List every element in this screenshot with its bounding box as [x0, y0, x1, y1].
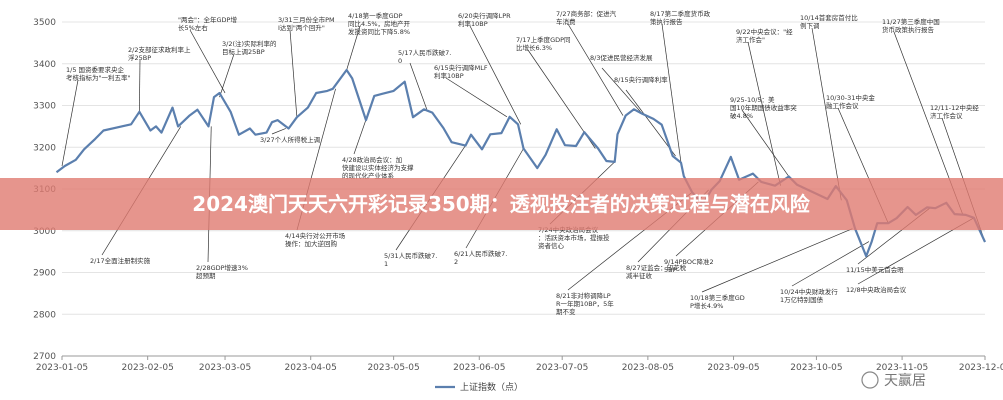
annotation-leader	[791, 241, 870, 287]
y-tick-label: 3500	[33, 18, 56, 28]
annotation-label: 6/20央行调降LPR 利率10BP	[458, 11, 511, 28]
annotation-label: 9/14PBOC降准2 5BP	[664, 257, 714, 274]
y-tick-label: 3400	[33, 60, 56, 70]
annotation-leader	[271, 128, 286, 135]
y-tick-label: 3200	[33, 143, 56, 153]
annotation-label: 11/27第三季度中国货币政策执行报告	[882, 17, 940, 34]
annotation-label: 4/28政治局会议：加快建设以实体经济为支撑的现代化产业体系	[342, 155, 414, 180]
annotation-leader	[625, 89, 676, 157]
annotation-label: 8/15央行调降利率	[614, 75, 668, 84]
annotation-leader	[219, 53, 235, 98]
title-banner: 2024澳门天天六开彩记录350期：透视投注者的决策过程与潜在风险	[0, 178, 1003, 230]
annotation-label: 12/11-12中央经济工作会议	[930, 103, 979, 120]
y-tick-label: 2700	[33, 352, 56, 362]
y-tick-label: 3300	[33, 102, 56, 112]
annotation-label: 8/27证监会：印花税减半征收	[626, 263, 687, 280]
annotation-label: 10/18第三季度GD P增长4.9%	[690, 293, 745, 310]
annotation-label: 5/31人民币跌破7. 1	[384, 251, 437, 268]
annotation-label: 9/22中央会议："经济工作会"	[736, 27, 793, 44]
annotation-leader	[346, 25, 361, 71]
annotation-label: 10/24中央财政发行 1万亿特别国债	[780, 287, 838, 304]
x-tick-label: 2023-04-05	[285, 363, 337, 373]
annotation-label: 7/27商务部：促进汽车消费	[556, 9, 617, 26]
legend: 上证指数（点）	[435, 381, 523, 393]
annotation-label: 6/15央行调降MLF 利率10BP	[434, 63, 488, 80]
annotation-leader	[445, 77, 508, 118]
y-tick-label: 3000	[33, 227, 56, 237]
annotation-leader	[601, 67, 643, 115]
x-tick-label: 2023-09-05	[707, 363, 759, 373]
annotation-leader	[139, 59, 141, 112]
x-tick-label: 2023-11-05	[876, 363, 928, 373]
y-tick-label: 2800	[33, 310, 56, 320]
annotation-leader	[567, 23, 624, 116]
annotation-label: 10/14首套房首付比例下调	[800, 13, 858, 30]
x-axis-ticks: 2023-01-05 2023-02-05 2023-03-05 2023-04-05…	[36, 355, 1003, 373]
watermark-text: 天赢居	[884, 372, 926, 389]
x-tick-label: 2023-06-05	[453, 363, 505, 373]
annotation-label: 3/27个人所得税上调	[260, 135, 320, 144]
banner-title: 2024澳门天天六开彩记录350期：透视投注者的决策过程与潜在风险	[192, 192, 810, 216]
x-tick-label: 2023-05-05	[367, 363, 419, 373]
annotation-label: 3/2(注)实际利率的目标上调25BP	[222, 39, 277, 56]
annotation-label: 2/2支部征求政利率上浮25BP	[128, 45, 191, 62]
annotation-label: 4/18第一季度GDP 同比4.5%，房地产开发投资同比下降5.8%	[348, 11, 411, 36]
x-tick-label: 2023-01-05	[36, 363, 88, 373]
annotation-label: 8/17第二季度货币政策执行报告	[650, 9, 711, 26]
annotation-leader	[61, 79, 79, 167]
annotation-label: 8/3促进民营经济发展	[590, 53, 653, 62]
annotation-label: 6/21人民币跌破7. 2	[454, 249, 507, 266]
annotation-leader	[409, 62, 428, 110]
annotation-label: "两会"：全年GDP增长5%左右	[178, 15, 237, 32]
x-tick-label: 2023-02-05	[122, 363, 174, 373]
annotation-label: 1/5 国资委要求央企考核指标为"一利五率"	[66, 65, 130, 82]
annotation-label: 11/15中美元首会晤	[846, 265, 904, 274]
x-tick-label: 2023-03-05	[199, 363, 251, 373]
annotation-label: 10/30-31中央金融工作会议	[826, 93, 875, 110]
annotation-leader	[289, 29, 298, 118]
annotation-leader	[701, 228, 853, 293]
annotation-leader	[747, 41, 781, 186]
watermark: 天赢居	[861, 371, 926, 389]
watermark-logo-icon	[861, 371, 879, 389]
y-tick-label: 2900	[33, 269, 56, 279]
annotation-label: 4/14央行对公开市场操作：加大逆回购	[285, 231, 346, 248]
annotation-label: 8/21非对称调降LP R一年期10BP，5年期不变	[556, 291, 614, 316]
annotation-label: 2/17全面注册制实施	[90, 256, 151, 265]
x-tick-label: 2023-07-05	[536, 363, 588, 373]
banner-background	[0, 178, 1003, 230]
annotation-leader	[741, 109, 790, 177]
annotation-label: 5/17人民币跌破7. 0	[398, 48, 451, 65]
x-tick-label: 2023-08-05	[622, 363, 674, 373]
annotation-leader	[469, 25, 522, 125]
annotation-label: 3/31三月份全市PM I达到"两个回升"	[278, 15, 335, 32]
annotation-leader	[811, 27, 842, 201]
annotation-leader	[661, 23, 682, 163]
annotations: 1/5 国资委要求央企考核指标为"一利五率" 2/17全面注册制实施 2/28GDP…	[66, 9, 979, 316]
annotation-leader	[189, 29, 226, 94]
annotation-label: 2/28GDP增速3%超预期	[196, 263, 248, 280]
annotation-label: 9/25-10/5：美国10年期国债收益率突破4.8%	[730, 95, 797, 120]
legend-label: 上证指数（点）	[460, 381, 523, 393]
annotation-label: 12/8中央政治局会议	[846, 285, 907, 294]
x-tick-label: 2023-10-05	[790, 363, 842, 373]
x-tick-label: 2023-12-05	[959, 363, 1003, 373]
annotation-label: 7/17上季度GDP同比增长6.3%	[516, 35, 571, 52]
